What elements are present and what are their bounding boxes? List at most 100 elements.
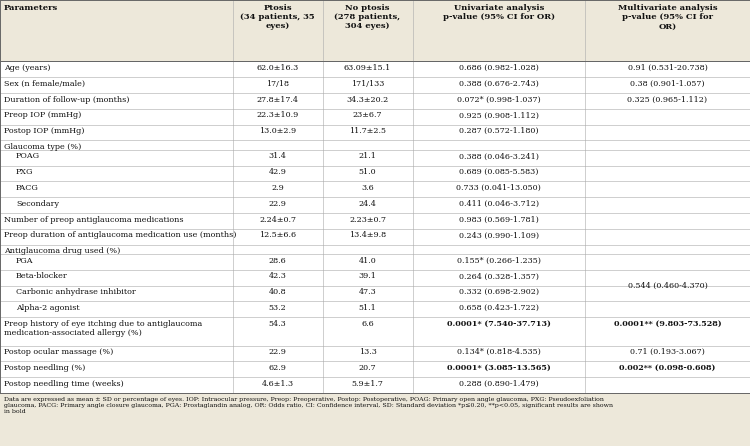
- Bar: [0, 62, 750, 77]
- Text: 22.9: 22.9: [268, 348, 286, 356]
- Bar: [0, 93, 750, 109]
- Text: 23±6.7: 23±6.7: [352, 112, 382, 120]
- Text: 0.544 (0.460-4.370): 0.544 (0.460-4.370): [628, 282, 707, 290]
- Text: 31.4: 31.4: [268, 153, 286, 161]
- Bar: [0, 270, 750, 286]
- Text: 6.6: 6.6: [362, 320, 374, 328]
- Text: Duration of follow-up (months): Duration of follow-up (months): [4, 95, 130, 103]
- Text: PGA: PGA: [16, 256, 34, 264]
- Text: Antiglaucoma drug used (%): Antiglaucoma drug used (%): [4, 247, 120, 255]
- Text: 51.1: 51.1: [358, 304, 376, 312]
- Text: 42.3: 42.3: [268, 273, 286, 281]
- Text: 2.24±0.7: 2.24±0.7: [259, 215, 296, 223]
- Text: Carbonic anhydrase inhibitor: Carbonic anhydrase inhibitor: [16, 288, 136, 296]
- Text: 0.689 (0.085-5.583): 0.689 (0.085-5.583): [459, 168, 538, 176]
- Text: 0.288 (0.890-1.479): 0.288 (0.890-1.479): [459, 380, 538, 388]
- Text: 0.733 (0.041-13.050): 0.733 (0.041-13.050): [456, 184, 542, 192]
- Text: 0.332 (0.698-2.902): 0.332 (0.698-2.902): [459, 288, 538, 296]
- Text: Sex (n female/male): Sex (n female/male): [4, 80, 85, 88]
- Text: 0.91 (0.531-20.738): 0.91 (0.531-20.738): [628, 64, 707, 72]
- Text: Multivariate analysis
p-value (95% CI for
OR): Multivariate analysis p-value (95% CI fo…: [618, 4, 717, 30]
- Bar: [0, 182, 750, 197]
- Text: 171/133: 171/133: [351, 80, 384, 88]
- Text: 17/18: 17/18: [266, 80, 289, 88]
- Text: 0.71 (0.193-3.067): 0.71 (0.193-3.067): [630, 348, 705, 356]
- Text: 12.5±6.6: 12.5±6.6: [259, 231, 296, 240]
- Bar: [0, 0, 750, 62]
- Text: 0.686 (0.982-1.028): 0.686 (0.982-1.028): [459, 64, 538, 72]
- Text: 34.3±20.2: 34.3±20.2: [346, 95, 388, 103]
- Text: 53.2: 53.2: [268, 304, 286, 312]
- Text: Age (years): Age (years): [4, 64, 50, 72]
- Text: 47.3: 47.3: [358, 288, 376, 296]
- Text: 42.9: 42.9: [268, 168, 286, 176]
- Text: 22.9: 22.9: [268, 200, 286, 208]
- Text: 0.983 (0.569-1.781): 0.983 (0.569-1.781): [459, 215, 538, 223]
- Text: 62.9: 62.9: [268, 364, 286, 372]
- Text: 0.658 (0.423-1.722): 0.658 (0.423-1.722): [459, 304, 538, 312]
- Text: No ptosis
(278 patients,
304 eyes): No ptosis (278 patients, 304 eyes): [334, 4, 400, 30]
- Text: 0.0001* (3.085-13.565): 0.0001* (3.085-13.565): [447, 364, 550, 372]
- Text: Number of preop antiglaucoma medications: Number of preop antiglaucoma medications: [4, 215, 184, 223]
- Bar: [0, 197, 750, 213]
- Text: 0.287 (0.572-1.180): 0.287 (0.572-1.180): [459, 127, 538, 135]
- Text: 62.0±16.3: 62.0±16.3: [256, 64, 298, 72]
- Text: 13.3: 13.3: [358, 348, 376, 356]
- Text: Postop needling (%): Postop needling (%): [4, 364, 86, 372]
- Text: Preop duration of antiglaucoma medication use (months): Preop duration of antiglaucoma medicatio…: [4, 231, 236, 240]
- Text: 22.3±10.9: 22.3±10.9: [256, 112, 298, 120]
- Text: 21.1: 21.1: [358, 153, 376, 161]
- Text: Univariate analysis
p-value (95% CI for OR): Univariate analysis p-value (95% CI for …: [442, 4, 555, 21]
- Text: Postop ocular massage (%): Postop ocular massage (%): [4, 348, 113, 356]
- Bar: [0, 140, 750, 150]
- Text: 0.264 (0.328-1.357): 0.264 (0.328-1.357): [459, 273, 538, 281]
- Text: 0.155* (0.266-1.235): 0.155* (0.266-1.235): [457, 256, 541, 264]
- Bar: [0, 165, 750, 182]
- Text: Secondary: Secondary: [16, 200, 59, 208]
- Text: 24.4: 24.4: [358, 200, 376, 208]
- Bar: [0, 346, 750, 362]
- Text: Preop IOP (mmHg): Preop IOP (mmHg): [4, 112, 81, 120]
- Text: 11.7±2.5: 11.7±2.5: [349, 127, 386, 135]
- Text: 0.0001* (7.540-37.713): 0.0001* (7.540-37.713): [447, 320, 550, 328]
- Text: 27.8±17.4: 27.8±17.4: [256, 95, 298, 103]
- Text: 40.8: 40.8: [268, 288, 286, 296]
- Text: 13.0±2.9: 13.0±2.9: [259, 127, 296, 135]
- Bar: [0, 362, 750, 377]
- Bar: [0, 229, 750, 245]
- Text: 0.925 (0.908-1.112): 0.925 (0.908-1.112): [459, 112, 538, 120]
- Text: PACG: PACG: [16, 184, 39, 192]
- Bar: [0, 124, 750, 140]
- Bar: [0, 109, 750, 124]
- Bar: [0, 245, 750, 254]
- Text: Data are expressed as mean ± SD or percentage of eyes. IOP: Intraocular pressure: Data are expressed as mean ± SD or perce…: [4, 397, 613, 414]
- Text: Glaucoma type (%): Glaucoma type (%): [4, 143, 81, 151]
- Text: 20.7: 20.7: [358, 364, 376, 372]
- Text: 0.243 (0.990-1.109): 0.243 (0.990-1.109): [459, 231, 538, 240]
- Text: Postop needling time (weeks): Postop needling time (weeks): [4, 380, 124, 388]
- Text: 0.072* (0.998-1.037): 0.072* (0.998-1.037): [457, 95, 541, 103]
- Text: 0.388 (0.676-2.743): 0.388 (0.676-2.743): [459, 80, 538, 88]
- Text: Ptosis
(34 patients, 35
eyes): Ptosis (34 patients, 35 eyes): [240, 4, 315, 30]
- Text: 13.4±9.8: 13.4±9.8: [349, 231, 386, 240]
- Text: Postop IOP (mmHg): Postop IOP (mmHg): [4, 127, 85, 135]
- Bar: [0, 213, 750, 229]
- Text: 3.6: 3.6: [362, 184, 374, 192]
- Text: 0.002** (0.098-0.608): 0.002** (0.098-0.608): [620, 364, 716, 372]
- Text: 5.9±1.7: 5.9±1.7: [352, 380, 383, 388]
- Text: 63.09±15.1: 63.09±15.1: [344, 64, 392, 72]
- Text: PXG: PXG: [16, 168, 34, 176]
- Text: 0.0001** (9.803-73.528): 0.0001** (9.803-73.528): [614, 320, 722, 328]
- Bar: [0, 317, 750, 346]
- Text: 41.0: 41.0: [358, 256, 376, 264]
- Text: 51.0: 51.0: [358, 168, 376, 176]
- Text: 39.1: 39.1: [358, 273, 376, 281]
- Text: 0.325 (0.965-1.112): 0.325 (0.965-1.112): [628, 95, 707, 103]
- Text: 0.134* (0.818-4.535): 0.134* (0.818-4.535): [457, 348, 541, 356]
- Text: Parameters: Parameters: [4, 4, 58, 12]
- Text: 2.9: 2.9: [272, 184, 284, 192]
- Text: 0.388 (0.046-3.241): 0.388 (0.046-3.241): [459, 153, 538, 161]
- Text: 2.23±0.7: 2.23±0.7: [349, 215, 386, 223]
- Text: 54.3: 54.3: [268, 320, 286, 328]
- Bar: [0, 254, 750, 270]
